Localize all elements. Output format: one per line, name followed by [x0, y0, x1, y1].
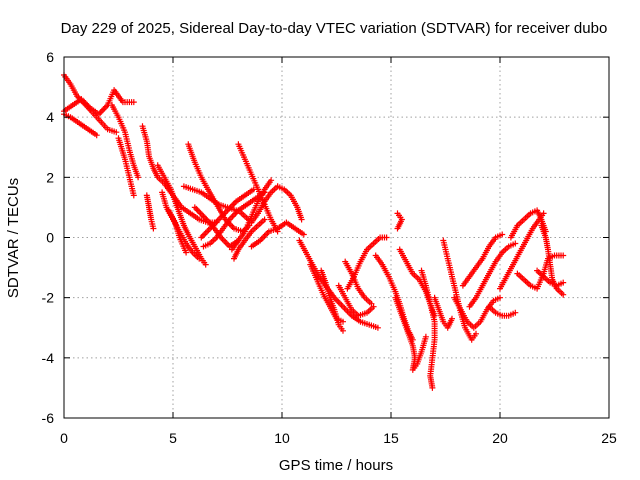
y-tick-labels: 6 4 2 0 -2 -4 -6: [42, 49, 55, 426]
data-point: [196, 255, 203, 262]
series-sat-ad: [394, 210, 405, 232]
data-point: [374, 324, 381, 331]
y-tick-label: 2: [46, 169, 54, 185]
data-point: [202, 261, 209, 268]
x-tick-label: 0: [60, 430, 68, 446]
data-point: [512, 240, 519, 247]
series-sat-ac: [392, 294, 429, 373]
x-tick-label: 5: [169, 430, 177, 446]
data-point: [368, 300, 375, 307]
series-sat-e: [115, 135, 137, 199]
axis-ticks: [63, 56, 610, 419]
data-point: [449, 315, 455, 322]
data-point: [93, 132, 100, 139]
data-point: [429, 384, 436, 391]
chart-title: Day 229 of 2025, Sidereal Day-to-day VTE…: [61, 20, 608, 37]
y-tick-label: 4: [46, 109, 54, 125]
y-tick-label: -2: [42, 290, 55, 306]
series-sat-aj: [459, 231, 506, 289]
data-point: [340, 318, 346, 325]
data-points: [61, 72, 567, 391]
data-point: [261, 216, 268, 223]
y-tick-label: 6: [46, 49, 54, 65]
data-point: [560, 252, 567, 259]
data-point: [422, 333, 429, 340]
series-sat-aq: [538, 222, 567, 298]
x-axis-label: GPS time / hours: [279, 457, 393, 474]
series-sat-n: [198, 186, 257, 241]
data-point: [268, 177, 275, 184]
series-sat-d: [109, 102, 142, 181]
data-point: [560, 279, 567, 286]
data-point: [130, 192, 137, 199]
series-sat-ai: [451, 294, 503, 331]
x-tick-label: 20: [492, 430, 508, 446]
data-point: [497, 294, 503, 301]
y-tick-label: -6: [42, 410, 55, 426]
y-tick-label: -4: [42, 350, 55, 366]
data-point: [383, 234, 390, 241]
series-sat-h: [154, 162, 209, 268]
data-point: [113, 129, 120, 136]
series-sat-al: [486, 303, 519, 319]
data-point: [300, 231, 307, 238]
series-sat-t: [274, 183, 305, 223]
series-sat-y: [335, 282, 377, 319]
x-tick-label: 10: [274, 430, 290, 446]
data-point: [298, 216, 305, 223]
data-point: [473, 330, 479, 337]
series-sat-g: [143, 192, 157, 232]
series-sat-f: [139, 123, 220, 226]
data-point: [150, 225, 157, 232]
data-point: [394, 225, 401, 232]
series-sat-u: [248, 219, 307, 250]
series-sat-af: [418, 267, 438, 391]
series-sat-x: [318, 267, 346, 334]
data-point: [183, 249, 190, 256]
data-point: [499, 231, 506, 238]
data-point: [512, 309, 519, 316]
x-tick-label: 25: [601, 430, 617, 446]
x-tick-label: 15: [383, 430, 399, 446]
series-sat-j: [165, 207, 190, 256]
data-point: [340, 327, 346, 334]
data-point: [130, 99, 137, 106]
series-sat-b: [61, 87, 137, 118]
y-tick-label: 0: [46, 230, 54, 246]
x-tick-labels: 0 5 10 15 20 25: [60, 430, 617, 446]
series-sat-an: [507, 207, 549, 241]
series-sat-ag: [431, 294, 455, 331]
data-point: [560, 291, 567, 298]
series-sat-ak: [466, 240, 519, 310]
series-sat-s: [231, 216, 268, 262]
series-sat-r: [228, 177, 275, 253]
y-axis-label: SDTVAR / TECUs: [5, 178, 22, 298]
series-sat-ah: [440, 237, 479, 343]
series-sat-aa: [344, 234, 390, 292]
data-point: [135, 174, 142, 181]
